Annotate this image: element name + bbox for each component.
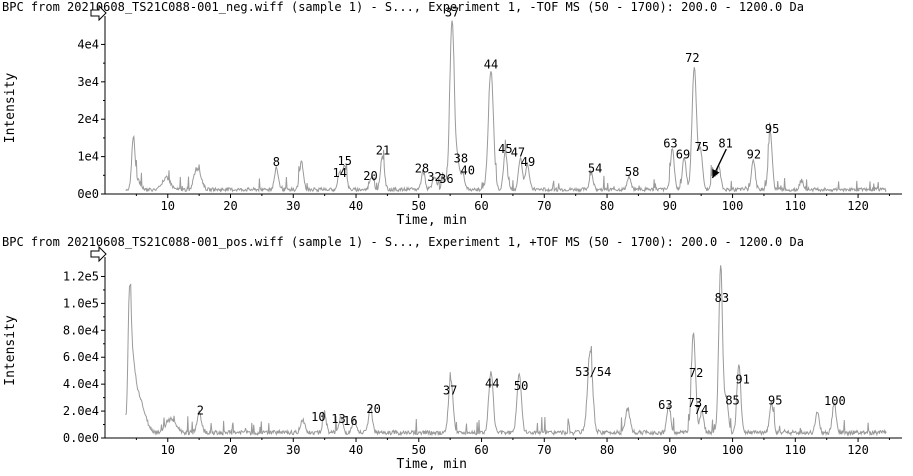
x-axis-label: Time, min — [397, 457, 467, 472]
peak-label: 91 — [735, 372, 749, 386]
peak-label: 85 — [725, 393, 739, 407]
peak-label: 45 — [498, 142, 512, 156]
peak-label: 37 — [445, 5, 459, 19]
peak-label: 50 — [514, 379, 528, 393]
peak-label: 2 — [197, 403, 204, 417]
x-tick-label: 40 — [349, 199, 363, 213]
y-tick-label: 4e4 — [77, 37, 99, 51]
x-tick-label: 120 — [847, 199, 869, 213]
y-tick-label: 6.0e4 — [63, 350, 99, 364]
x-tick-label: 70 — [537, 443, 551, 457]
x-tick-label: 100 — [722, 199, 744, 213]
x-tick-label: 50 — [412, 443, 426, 457]
x-tick-label: 40 — [349, 443, 363, 457]
x-tick-label: 20 — [223, 199, 237, 213]
peak-label: 28 — [415, 161, 429, 175]
x-tick-label: 70 — [537, 199, 551, 213]
y-tick-label: 3e4 — [77, 75, 99, 89]
x-tick-label: 30 — [286, 199, 300, 213]
peak-label: 40 — [461, 164, 475, 178]
chart-title: BPC from 20210608_TS21C088-001_neg.wiff … — [2, 0, 804, 14]
x-tick-label: 80 — [600, 443, 614, 457]
peak-label: 36 — [439, 172, 453, 186]
y-tick-label: 0e0 — [77, 187, 99, 201]
peak-label: 32 — [427, 170, 441, 184]
peak-label: 44 — [485, 377, 499, 391]
peak-label: 72 — [685, 51, 699, 65]
chromatogram-trace — [125, 20, 887, 193]
x-tick-label: 80 — [600, 199, 614, 213]
x-tick-label: 10 — [161, 199, 175, 213]
x-tick-label: 60 — [474, 443, 488, 457]
peak-label: 63 — [663, 136, 677, 150]
peak-label: 14 — [332, 166, 346, 180]
peak-label: 38 — [454, 152, 468, 166]
x-tick-label: 110 — [784, 443, 806, 457]
y-tick-label: 1.2e5 — [63, 269, 99, 283]
axis-arrow-icon — [90, 245, 107, 263]
peak-label: 20 — [363, 169, 377, 183]
y-tick-label: 2e4 — [77, 112, 99, 126]
y-tick-label: 0.0e0 — [63, 431, 99, 445]
x-tick-label: 60 — [474, 199, 488, 213]
peak-label: 47 — [511, 146, 525, 160]
peak-label: 63 — [658, 398, 672, 412]
y-tick-label: 1e4 — [77, 150, 99, 164]
x-tick-label: 90 — [663, 199, 677, 213]
chromatogram-trace — [125, 265, 887, 437]
peak-label: 69 — [676, 147, 690, 161]
y-tick-label: 2.0e4 — [63, 404, 99, 418]
peak-label: 20 — [366, 402, 380, 416]
peak-label: 54 — [588, 161, 602, 175]
peak-label: 8 — [273, 155, 280, 169]
peak-label: 10 — [311, 410, 325, 424]
y-tick-label: 8.0e4 — [63, 323, 99, 337]
peak-label: 81 — [718, 136, 732, 150]
chart-panel-negative: BPC from 20210608_TS21C088-001_neg.wiff … — [0, 0, 913, 234]
x-tick-label: 20 — [223, 443, 237, 457]
peak-label: 53/54 — [575, 365, 611, 379]
peak-label: 13 — [331, 412, 345, 426]
y-tick-label: 1.0e5 — [63, 296, 99, 310]
chart-panel-positive: BPC from 20210608_TS21C088-001_pos.wiff … — [0, 235, 913, 476]
chart-plot-negative: 0e0 1e4 2e4 3e4 4e4 10 20 30 40 50 60 70 80 90 100 110 1… — [3, 4, 902, 228]
peak-label: 16 — [343, 414, 357, 428]
peak-label: 92 — [747, 147, 761, 161]
peak-label: 73 — [688, 396, 702, 410]
chart-title: BPC from 20210608_TS21C088-001_pos.wiff … — [2, 235, 804, 249]
peak-label: 100 — [824, 394, 846, 408]
x-axis-label: Time, min — [397, 213, 467, 228]
y-tick-label: 4.0e4 — [63, 377, 99, 391]
y-axis-label: Intensity — [3, 73, 18, 144]
x-tick-label: 50 — [412, 199, 426, 213]
annotation-arrowhead — [712, 168, 720, 178]
peak-label: 58 — [625, 165, 639, 179]
peak-label: 37 — [443, 383, 457, 397]
peak-label: 72 — [689, 366, 703, 380]
peak-label: 74 — [694, 403, 708, 417]
x-tick-label: 90 — [663, 443, 677, 457]
y-axis-label: Intensity — [3, 315, 18, 386]
peak-label: 95 — [765, 122, 779, 136]
peak-label: 44 — [484, 58, 498, 72]
peak-label: 75 — [695, 140, 709, 154]
axis-arrow-icon — [90, 4, 107, 22]
x-tick-label: 10 — [161, 443, 175, 457]
x-tick-label: 120 — [847, 443, 869, 457]
peak-label: 95 — [768, 393, 782, 407]
peak-label: 21 — [376, 144, 390, 158]
peak-label: 49 — [521, 155, 535, 169]
peak-label: 15 — [338, 154, 352, 168]
x-tick-label: 110 — [784, 199, 806, 213]
x-tick-label: 100 — [722, 443, 744, 457]
x-tick-label: 30 — [286, 443, 300, 457]
peak-label: 83 — [715, 291, 729, 305]
chart-plot-positive: 0.0e0 2.0e4 4.0e4 6.0e4 8.0e4 1.0e5 1.2e5 10 20 3… — [3, 245, 902, 472]
